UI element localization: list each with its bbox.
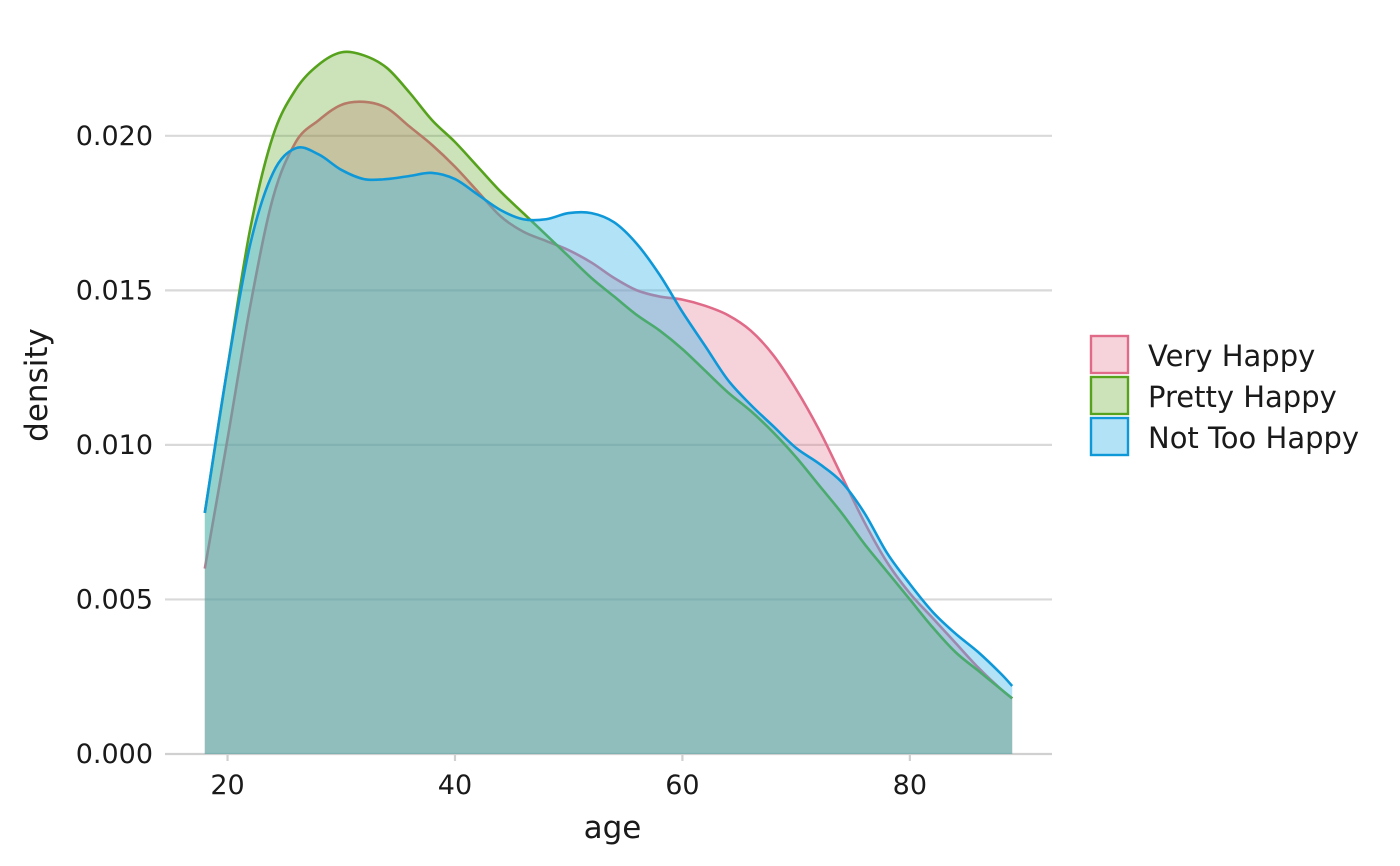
- legend-label-not-too-happy: Not Too Happy: [1148, 421, 1359, 455]
- legend-key-background: [1091, 336, 1128, 373]
- gridlines: [165, 134, 1052, 756]
- legend-label-pretty-happy: Pretty Happy: [1148, 380, 1337, 414]
- density-areas: [203, 50, 1014, 754]
- y-tick-label: 0.005: [76, 584, 153, 615]
- legend-key-background: [1091, 418, 1128, 455]
- y-tick-label: 0.010: [76, 430, 153, 461]
- legend: Very Happy Pretty Happy Not Too Happy: [1089, 334, 1359, 457]
- legend-key-pretty-happy: [1089, 375, 1130, 416]
- legend-key-very-happy: [1089, 334, 1130, 375]
- not-too-happy-density-area: [204, 147, 1013, 754]
- y-tick-label: 0.000: [76, 739, 153, 770]
- not-too-happy-density-line: [203, 146, 1014, 687]
- x-tick-label: 80: [893, 770, 927, 801]
- very-happy-density-area: [204, 101, 1013, 754]
- x-tick-label: 60: [665, 770, 699, 801]
- pretty-happy-density-area: [204, 51, 1013, 754]
- legend-key-not-too-happy: [1089, 416, 1130, 457]
- pretty-happy-density-line: [203, 50, 1014, 700]
- axes: 0.000 0.005 0.010 0.015 0.020 20 40 60 80: [76, 121, 927, 801]
- x-tick-label: 20: [210, 770, 244, 801]
- y-tick-label: 0.020: [76, 121, 153, 152]
- legend-key-background: [1091, 377, 1128, 414]
- x-axis-title: age: [584, 810, 642, 846]
- y-axis-title: density: [19, 328, 55, 442]
- legend-label-very-happy: Very Happy: [1148, 339, 1315, 373]
- x-tick-label: 40: [438, 770, 472, 801]
- y-tick-label: 0.015: [76, 275, 153, 306]
- very-happy-density-line: [203, 100, 1014, 700]
